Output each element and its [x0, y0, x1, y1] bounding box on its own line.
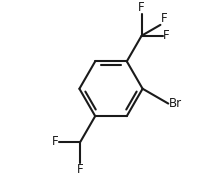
- Text: F: F: [77, 163, 84, 176]
- Text: Br: Br: [169, 97, 182, 110]
- Text: F: F: [163, 29, 170, 42]
- Text: F: F: [161, 12, 167, 25]
- Text: F: F: [138, 1, 145, 14]
- Text: F: F: [52, 135, 59, 148]
